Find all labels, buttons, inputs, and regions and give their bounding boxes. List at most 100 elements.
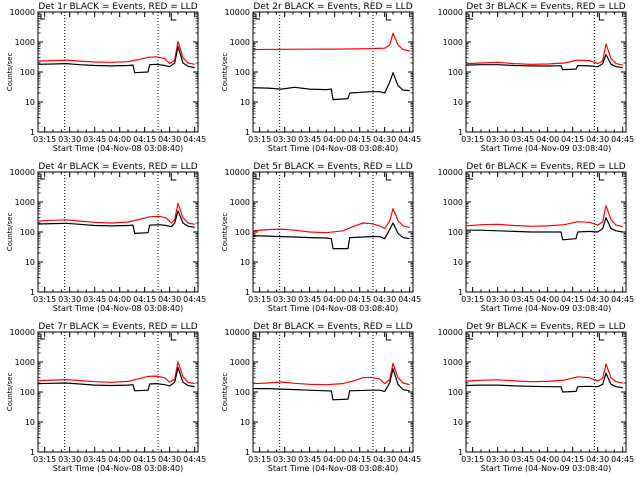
lld-series-line: [465, 43, 623, 66]
y-tick-label: 1000: [15, 38, 35, 47]
y-tick-label: 1000: [443, 38, 463, 47]
y-tick-label: 1: [245, 128, 250, 137]
x-tick-label: 04:00: [536, 455, 559, 464]
plot-frame: [37, 331, 199, 453]
lld-series-line: [252, 362, 410, 386]
x-tick-label: 04:00: [536, 295, 559, 304]
x-tick-label: 04:15: [348, 295, 371, 304]
x-tick-label: 04:45: [398, 135, 421, 144]
y-tick-label: 10000: [10, 8, 35, 17]
x-axis-label: Start Time (04-Nov-08 03:08:40): [53, 144, 183, 153]
chart-panel: Det 3r BLACK = Events, RED = LLD 1 10 100 10…: [438, 2, 635, 153]
y-axis-label: Counts/sec: [221, 53, 229, 92]
y-tick-label: 10: [25, 418, 35, 427]
lld-series-line: [37, 202, 195, 225]
y-tick-label: 1: [30, 288, 35, 297]
y-tick-label: 10000: [10, 328, 35, 337]
x-axis-label: Start Time (04-Nov-08 03:08:40): [53, 304, 183, 313]
time-marker: [598, 173, 605, 181]
y-tick-label: 1000: [15, 358, 35, 367]
x-tick-label: 04:45: [398, 455, 421, 464]
x-tick-label: 04:30: [373, 455, 396, 464]
y-tick-label: 100: [235, 388, 250, 397]
events-series-line: [37, 210, 195, 234]
x-tick-label: 03:15: [248, 135, 271, 144]
lld-series-line: [252, 32, 410, 52]
time-marker: [598, 333, 605, 341]
x-tick-label: 04:15: [133, 455, 156, 464]
x-tick-label: 04:15: [133, 295, 156, 304]
chart-panel: Det 4r BLACK = Events, RED = LLD 1 10 100 10…: [6, 162, 206, 313]
start-marker: [40, 174, 45, 180]
x-tick-label: 03:30: [58, 455, 81, 464]
plot-frame: [37, 171, 199, 293]
events-series-line: [252, 222, 410, 250]
time-marker: [385, 13, 392, 21]
chart-title: Det 2r BLACK = Events, RED = LLD: [253, 2, 412, 12]
events-series-line: [253, 368, 410, 401]
y-axis-label: Counts/sec: [221, 213, 229, 252]
chart-title: Det 9r BLACK = Events, RED = LLD: [466, 322, 625, 332]
events-series-line: [37, 367, 195, 392]
time-marker: [170, 333, 177, 341]
plot-frame: [37, 11, 199, 133]
x-axis-label: Start Time (04-Nov-08 03:08:40): [268, 464, 398, 473]
events-series-line: [465, 53, 623, 71]
y-tick-label: 10: [25, 258, 35, 267]
chart-title: Det 6r BLACK = Events, RED = LLD: [466, 162, 625, 172]
y-tick-label: 1: [30, 128, 35, 137]
events-series-line: [466, 217, 623, 241]
y-tick-label: 1000: [443, 358, 463, 367]
x-tick-label: 04:45: [611, 135, 634, 144]
x-axis-label: Start Time (04-Nov-09 03:08:40): [481, 464, 611, 473]
y-tick-label: 1: [245, 288, 250, 297]
y-tick-label: 10000: [438, 328, 463, 337]
x-tick-label: 04:00: [108, 295, 131, 304]
x-tick-label: 04:30: [158, 135, 181, 144]
x-axis-label: Start Time (04-Nov-09 03:08:40): [481, 304, 611, 313]
y-tick-label: 100: [448, 228, 463, 237]
y-tick-label: 10: [453, 98, 463, 107]
x-tick-label: 03:45: [83, 295, 106, 304]
x-tick-label: 04:30: [158, 455, 181, 464]
chart-panel: Det 1r BLACK = Events, RED = LLD 1 10 100 10…: [6, 2, 206, 153]
start-marker: [255, 174, 260, 180]
y-tick-label: 100: [235, 68, 250, 77]
time-marker: [598, 13, 605, 21]
x-axis-label: Start Time (04-Nov-08 03:08:40): [268, 304, 398, 313]
y-tick-label: 10000: [438, 168, 463, 177]
y-tick-label: 1000: [15, 198, 35, 207]
x-tick-label: 04:30: [586, 295, 609, 304]
x-tick-label: 03:15: [461, 135, 484, 144]
start-marker: [40, 334, 45, 340]
x-tick-label: 04:45: [183, 295, 206, 304]
y-tick-label: 1000: [230, 358, 250, 367]
x-tick-label: 03:15: [33, 455, 56, 464]
x-tick-label: 04:00: [108, 455, 131, 464]
x-tick-label: 04:15: [348, 135, 371, 144]
y-axis-label: Counts/sec: [6, 53, 14, 92]
y-tick-label: 100: [235, 228, 250, 237]
x-tick-label: 03:45: [511, 135, 534, 144]
plot-frame: [252, 331, 414, 453]
chart-panel: Det 6r BLACK = Events, RED = LLD 1 10 100 10…: [438, 162, 635, 313]
x-tick-label: 04:00: [323, 455, 346, 464]
x-tick-label: 03:45: [511, 295, 534, 304]
x-tick-label: 04:15: [348, 455, 371, 464]
y-tick-label: 10000: [225, 328, 250, 337]
chart-title: Det 3r BLACK = Events, RED = LLD: [466, 2, 625, 12]
time-marker: [170, 13, 177, 21]
y-tick-label: 100: [448, 388, 463, 397]
y-tick-label: 1000: [443, 198, 463, 207]
start-marker: [40, 14, 45, 20]
y-tick-label: 10: [25, 98, 35, 107]
x-tick-label: 03:15: [461, 295, 484, 304]
x-tick-label: 03:30: [486, 455, 509, 464]
y-tick-label: 10000: [10, 168, 35, 177]
x-tick-label: 03:15: [248, 455, 271, 464]
x-tick-label: 03:45: [511, 455, 534, 464]
lld-series-line: [465, 205, 623, 228]
x-tick-label: 04:30: [373, 295, 396, 304]
chart-title: Det 4r BLACK = Events, RED = LLD: [38, 162, 197, 172]
